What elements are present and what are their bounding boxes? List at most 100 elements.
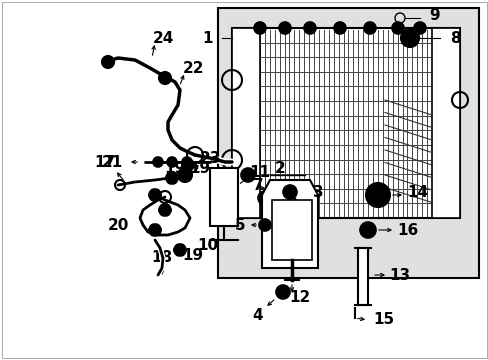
Circle shape — [176, 247, 183, 253]
Circle shape — [304, 22, 315, 34]
Text: 9: 9 — [429, 8, 439, 23]
Circle shape — [158, 208, 161, 212]
Circle shape — [363, 22, 375, 34]
Circle shape — [151, 233, 154, 236]
Circle shape — [161, 213, 163, 216]
Text: 19: 19 — [164, 161, 185, 176]
Circle shape — [275, 285, 289, 299]
Circle shape — [156, 189, 159, 192]
Circle shape — [174, 244, 185, 256]
Bar — [271, 200, 311, 260]
Circle shape — [102, 56, 114, 68]
Circle shape — [167, 157, 177, 167]
Text: 8: 8 — [449, 31, 459, 45]
Circle shape — [165, 176, 168, 180]
Text: 5: 5 — [234, 217, 245, 233]
Text: 2: 2 — [274, 161, 285, 176]
Circle shape — [279, 22, 290, 34]
Circle shape — [178, 168, 192, 182]
Text: 17: 17 — [94, 154, 115, 170]
Text: 7: 7 — [252, 177, 263, 193]
Polygon shape — [431, 28, 459, 218]
Circle shape — [166, 204, 169, 207]
Circle shape — [400, 29, 418, 47]
Circle shape — [182, 159, 194, 171]
Circle shape — [173, 181, 176, 184]
Text: 6: 6 — [286, 193, 297, 207]
Circle shape — [286, 189, 292, 195]
Circle shape — [413, 22, 425, 34]
Circle shape — [166, 213, 169, 216]
Circle shape — [158, 229, 161, 231]
Circle shape — [404, 33, 414, 43]
Circle shape — [151, 189, 154, 192]
Circle shape — [159, 204, 171, 216]
Text: 22: 22 — [182, 60, 203, 76]
Circle shape — [148, 194, 151, 197]
Circle shape — [181, 163, 184, 166]
Circle shape — [175, 176, 178, 180]
Circle shape — [183, 248, 186, 252]
Circle shape — [149, 224, 161, 236]
Circle shape — [253, 22, 265, 34]
Circle shape — [156, 224, 159, 227]
Polygon shape — [231, 28, 459, 218]
Circle shape — [168, 208, 171, 212]
Circle shape — [165, 172, 178, 184]
Circle shape — [151, 192, 158, 198]
Circle shape — [151, 198, 154, 201]
Circle shape — [181, 244, 183, 247]
Text: 3: 3 — [312, 185, 323, 199]
Text: 23: 23 — [199, 150, 220, 166]
Circle shape — [258, 191, 271, 205]
Circle shape — [148, 229, 151, 231]
Circle shape — [161, 204, 163, 207]
Circle shape — [167, 172, 171, 175]
Circle shape — [182, 157, 192, 167]
Circle shape — [151, 227, 158, 233]
Text: 11: 11 — [249, 165, 270, 180]
Text: 20: 20 — [107, 217, 128, 233]
Text: 18: 18 — [151, 251, 172, 266]
Circle shape — [158, 194, 161, 197]
Circle shape — [280, 289, 285, 295]
Circle shape — [371, 189, 383, 201]
Circle shape — [333, 22, 346, 34]
Circle shape — [167, 181, 171, 184]
Circle shape — [182, 172, 187, 178]
Text: 1: 1 — [203, 31, 213, 45]
Circle shape — [156, 233, 159, 236]
Text: 13: 13 — [388, 267, 410, 283]
Text: 4: 4 — [252, 307, 263, 323]
Circle shape — [189, 159, 192, 162]
Text: 16: 16 — [397, 222, 418, 238]
Circle shape — [173, 248, 176, 252]
Circle shape — [241, 168, 254, 182]
Circle shape — [283, 185, 296, 199]
Text: 19: 19 — [189, 161, 210, 176]
Circle shape — [181, 253, 183, 256]
Text: 14: 14 — [407, 185, 427, 199]
Circle shape — [159, 72, 171, 84]
Circle shape — [168, 175, 175, 181]
Circle shape — [365, 183, 389, 207]
Circle shape — [162, 207, 168, 213]
Polygon shape — [231, 28, 260, 218]
Bar — [209, 168, 238, 226]
Circle shape — [149, 189, 161, 201]
Text: 15: 15 — [373, 312, 394, 328]
Circle shape — [183, 159, 186, 162]
Circle shape — [184, 159, 189, 165]
Text: 19: 19 — [182, 248, 203, 262]
Circle shape — [183, 168, 186, 171]
Circle shape — [359, 222, 375, 238]
Text: 24: 24 — [152, 31, 173, 45]
Circle shape — [151, 224, 154, 227]
Circle shape — [169, 159, 174, 165]
Circle shape — [391, 22, 403, 34]
Bar — [218, 8, 478, 278]
Circle shape — [173, 172, 176, 175]
Circle shape — [184, 162, 191, 168]
Text: 21: 21 — [101, 154, 122, 170]
Circle shape — [156, 198, 159, 201]
